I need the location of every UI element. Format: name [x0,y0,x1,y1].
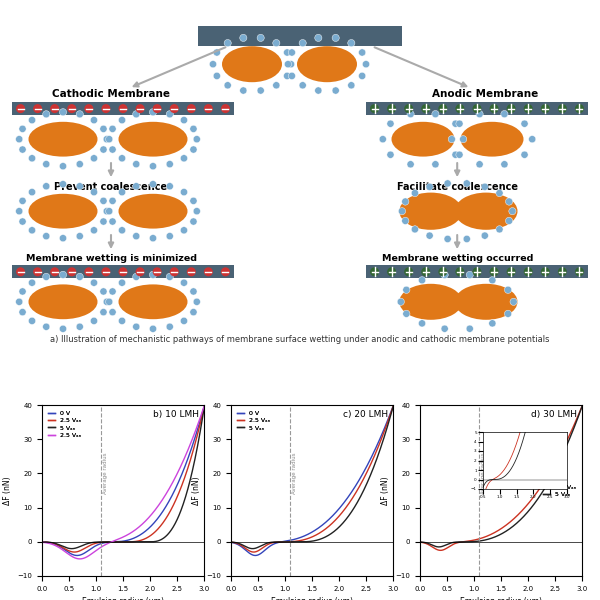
Text: d) 30 LMH: d) 30 LMH [531,410,577,419]
X-axis label: Emulsion radius (μm): Emulsion radius (μm) [271,597,353,600]
Y-axis label: ΔF (nN): ΔF (nN) [192,476,201,505]
Text: Average radius: Average radius [292,453,297,494]
Legend: 0 V, 2.5 Vₐₙ, 5 Vₐₙ, 2.5 Vₐₙ: 0 V, 2.5 Vₐₙ, 5 Vₐₙ, 2.5 Vₐₙ [45,408,84,440]
Text: Cathodic Membrane: Cathodic Membrane [52,89,170,99]
Text: Average radius: Average radius [481,453,486,494]
Text: c) 20 LMH: c) 20 LMH [343,410,388,419]
Text: a) Illustration of mechanistic pathways of membrane surface wetting under anodic: a) Illustration of mechanistic pathways … [50,335,550,343]
Legend: 2.5 Vₐₙ, 5 Vₐₙ: 2.5 Vₐₙ, 5 Vₐₙ [540,482,579,499]
X-axis label: Emulsion radius (μm): Emulsion radius (μm) [460,597,542,600]
Y-axis label: ΔF (nN): ΔF (nN) [381,476,390,505]
Legend: 0 V, 2.5 Vₐₙ, 5 Vₐₙ: 0 V, 2.5 Vₐₙ, 5 Vₐₙ [234,408,273,433]
Y-axis label: ΔF (nN): ΔF (nN) [3,476,12,505]
Text: Membrane wetting is minimized: Membrane wetting is minimized [25,254,197,263]
Text: Anodic Membrane: Anodic Membrane [431,89,538,99]
Text: Facilitate coalescence: Facilitate coalescence [397,182,518,191]
Text: Prevent coalescence: Prevent coalescence [55,182,167,191]
Text: Membrane wetting occurred: Membrane wetting occurred [382,254,533,263]
Text: Average radius: Average radius [103,453,108,494]
Text: b) 10 LMH: b) 10 LMH [153,410,199,419]
X-axis label: Emulsion radius (μm): Emulsion radius (μm) [82,597,164,600]
Text: CNT membrane: CNT membrane [265,31,335,40]
